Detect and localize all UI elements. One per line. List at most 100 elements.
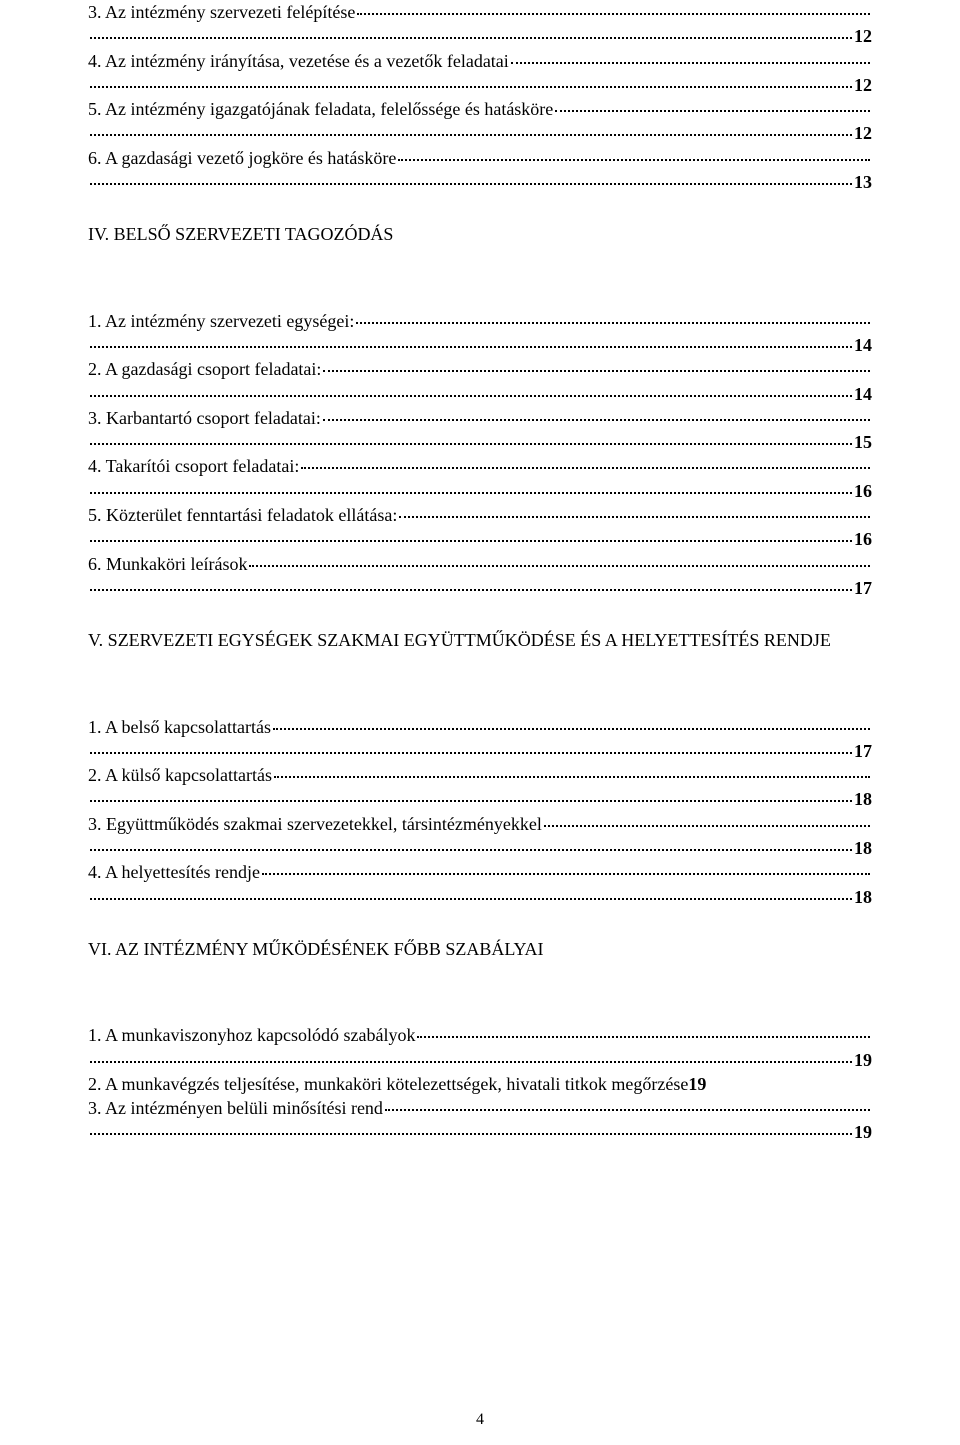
toc-item-label: 3. Együttműködés szakmai szervezetekkel,… bbox=[88, 812, 542, 836]
toc-item-label: 5. Az intézmény igazgatójának feladata, … bbox=[88, 97, 553, 121]
toc-dots bbox=[544, 825, 870, 827]
toc-item-label: 3. Az intézmény szervezeti felépítése bbox=[88, 0, 355, 24]
toc-dots bbox=[274, 776, 870, 778]
toc-item-page: 18 bbox=[854, 885, 872, 909]
toc-dots bbox=[90, 1061, 852, 1063]
toc-dots bbox=[90, 540, 852, 542]
toc-item-label: 1. A belső kapcsolattartás bbox=[88, 715, 271, 739]
toc-item-page: 17 bbox=[854, 576, 872, 600]
toc-item-label: 2. A munkavégzés teljesítése, munkaköri … bbox=[88, 1072, 688, 1096]
toc-item-continuation: 14 bbox=[88, 382, 872, 406]
toc-item: 6. A gazdasági vezető jogköre és hatáskö… bbox=[88, 146, 872, 170]
toc-item-label: 2. A gazdasági csoport feladatai: bbox=[88, 357, 321, 381]
toc-item: 4. A helyettesítés rendje bbox=[88, 860, 872, 884]
toc-item-label: 3. Az intézményen belüli minősítési rend bbox=[88, 1096, 383, 1120]
toc-dots bbox=[90, 443, 852, 445]
toc-dots bbox=[90, 898, 852, 900]
toc-item-continuation: 18 bbox=[88, 787, 872, 811]
toc-item-label: 1. A munkaviszonyhoz kapcsolódó szabályo… bbox=[88, 1023, 415, 1047]
toc-dots bbox=[90, 395, 852, 397]
toc-dots bbox=[273, 728, 870, 730]
toc-dots bbox=[90, 346, 852, 348]
toc-item-continuation: 16 bbox=[88, 479, 872, 503]
toc-dots bbox=[323, 370, 870, 372]
toc-dots bbox=[357, 13, 870, 15]
toc-dots bbox=[90, 849, 852, 851]
toc-dots bbox=[555, 110, 870, 112]
toc-item: 1. A belső kapcsolattartás bbox=[88, 715, 872, 739]
toc-item-page: 17 bbox=[854, 739, 872, 763]
toc-item-inline: 2. A munkavégzés teljesítése, munkaköri … bbox=[88, 1072, 872, 1096]
toc-item-page: 16 bbox=[854, 527, 872, 551]
toc-item-label: 4. A helyettesítés rendje bbox=[88, 860, 260, 884]
toc-item: 6. Munkaköri leírások bbox=[88, 552, 872, 576]
document-page: 3. Az intézmény szervezeti felépítése 12… bbox=[0, 0, 960, 1445]
toc-item-label: 2. A külső kapcsolattartás bbox=[88, 763, 272, 787]
toc-item-continuation: 19 bbox=[88, 1048, 872, 1072]
toc-item-continuation: 12 bbox=[88, 121, 872, 145]
toc-dots bbox=[385, 1109, 870, 1111]
toc-dots bbox=[90, 86, 852, 88]
toc-item-continuation: 13 bbox=[88, 170, 872, 194]
toc-dots bbox=[323, 419, 870, 421]
toc-dots bbox=[90, 589, 852, 591]
toc-item-label: 6. A gazdasági vezető jogköre és hatáskö… bbox=[88, 146, 396, 170]
toc-item-label: 4. Takarítói csoport feladatai: bbox=[88, 454, 299, 478]
toc-dots bbox=[399, 516, 870, 518]
toc-dots bbox=[417, 1036, 870, 1038]
sectionV-heading: V. SZERVEZETI EGYSÉGEK SZAKMAI EGYÜTTMŰK… bbox=[88, 628, 872, 652]
sectionVI-items: 1. A munkaviszonyhoz kapcsolódó szabályo… bbox=[88, 1023, 872, 1144]
toc-item-continuation: 17 bbox=[88, 739, 872, 763]
toc-item-page: 12 bbox=[854, 24, 872, 48]
toc-item-page: 19 bbox=[688, 1072, 706, 1096]
toc-dots bbox=[249, 565, 870, 567]
toc-item-continuation: 18 bbox=[88, 885, 872, 909]
toc-item-label: 4. Az intézmény irányítása, vezetése és … bbox=[88, 49, 509, 73]
toc-item: 2. A gazdasági csoport feladatai: bbox=[88, 357, 872, 381]
toc-item-page: 19 bbox=[854, 1120, 872, 1144]
toc-item: 1. Az intézmény szervezeti egységei: bbox=[88, 309, 872, 333]
page-number: 4 bbox=[0, 1411, 960, 1429]
toc-dots bbox=[301, 467, 870, 469]
sectionIII-items: 3. Az intézmény szervezeti felépítése 12… bbox=[88, 0, 872, 194]
toc-item: 4. Az intézmény irányítása, vezetése és … bbox=[88, 49, 872, 73]
toc-item: 5. Közterület fenntartási feladatok ellá… bbox=[88, 503, 872, 527]
toc-item-continuation: 15 bbox=[88, 430, 872, 454]
toc-item-page: 16 bbox=[854, 479, 872, 503]
toc-dots bbox=[90, 752, 852, 754]
sectionIV-heading: IV. BELSŐ SZERVEZETI TAGOZÓDÁS bbox=[88, 222, 872, 246]
toc-dots bbox=[90, 183, 852, 185]
toc-item-page: 14 bbox=[854, 382, 872, 406]
toc-item-continuation: 12 bbox=[88, 73, 872, 97]
toc-item: 5. Az intézmény igazgatójának feladata, … bbox=[88, 97, 872, 121]
toc-dots bbox=[90, 800, 852, 802]
toc-item-label: 3. Karbantartó csoport feladatai: bbox=[88, 406, 321, 430]
toc-item-continuation: 12 bbox=[88, 24, 872, 48]
sectionV-items: 1. A belső kapcsolattartás 17 2. A külső… bbox=[88, 715, 872, 909]
toc-item-page: 14 bbox=[854, 333, 872, 357]
toc-dots bbox=[398, 159, 870, 161]
toc-item: 3. Az intézmény szervezeti felépítése bbox=[88, 0, 872, 24]
toc-item-page: 12 bbox=[854, 73, 872, 97]
toc-item-continuation: 18 bbox=[88, 836, 872, 860]
toc-item-page: 18 bbox=[854, 787, 872, 811]
toc-item-label: 5. Közterület fenntartási feladatok ellá… bbox=[88, 503, 397, 527]
toc-dots bbox=[90, 1133, 852, 1135]
toc-item-label: 1. Az intézmény szervezeti egységei: bbox=[88, 309, 354, 333]
toc-item-page: 15 bbox=[854, 430, 872, 454]
toc-item-page: 18 bbox=[854, 836, 872, 860]
toc-item-continuation: 17 bbox=[88, 576, 872, 600]
toc-item-continuation: 16 bbox=[88, 527, 872, 551]
sectionIV-items: 1. Az intézmény szervezeti egységei: 14 … bbox=[88, 309, 872, 601]
toc-item: 3. Karbantartó csoport feladatai: bbox=[88, 406, 872, 430]
toc-item: 3. Együttműködés szakmai szervezetekkel,… bbox=[88, 812, 872, 836]
toc-item-label: 6. Munkaköri leírások bbox=[88, 552, 247, 576]
toc-item-page: 19 bbox=[854, 1048, 872, 1072]
toc-dots bbox=[90, 37, 852, 39]
toc-item: 4. Takarítói csoport feladatai: bbox=[88, 454, 872, 478]
toc-item-continuation: 14 bbox=[88, 333, 872, 357]
toc-item-page: 12 bbox=[854, 121, 872, 145]
toc-dots bbox=[90, 134, 852, 136]
toc-dots bbox=[511, 62, 870, 64]
sectionVI-heading: VI. AZ INTÉZMÉNY MŰKÖDÉSÉNEK FŐBB SZABÁL… bbox=[88, 937, 872, 961]
